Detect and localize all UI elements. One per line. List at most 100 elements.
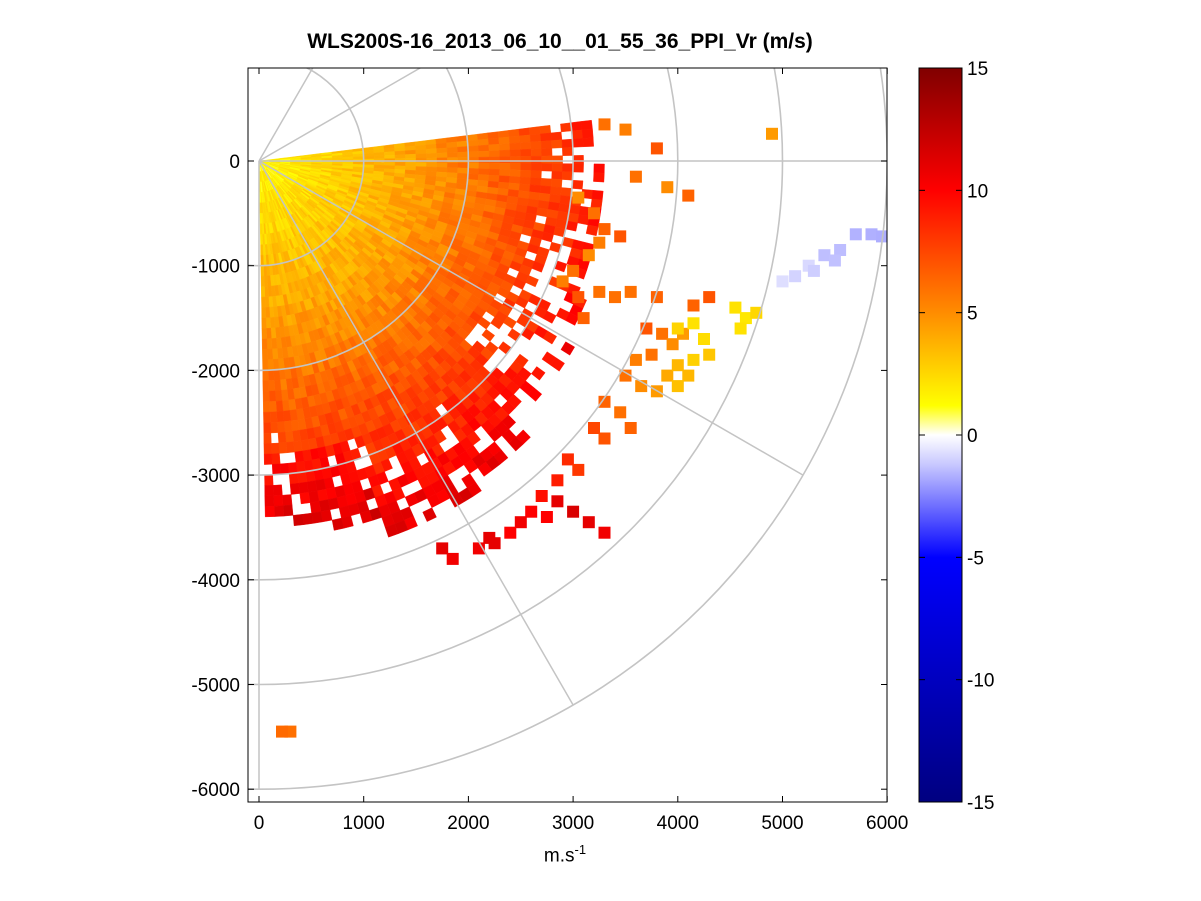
vr-cell — [593, 172, 605, 183]
vr-cell-far — [645, 348, 658, 361]
vr-cell — [478, 156, 490, 164]
vr-cell-far — [593, 285, 606, 298]
vr-cell — [288, 472, 299, 485]
vr-cell — [519, 176, 531, 185]
vr-cell — [263, 443, 273, 455]
vr-cell — [263, 411, 271, 423]
vr-cell-negative — [807, 264, 820, 277]
x-tick-label: 0 — [254, 813, 265, 834]
vr-cell — [529, 177, 542, 186]
vr-cell — [467, 145, 479, 153]
x-tick-label: 6000 — [866, 813, 908, 834]
vr-cell — [447, 152, 459, 158]
vr-cell — [436, 166, 448, 173]
vr-cell — [457, 157, 469, 164]
vr-cell-yellow — [734, 322, 747, 335]
vr-cell-yellow — [729, 301, 742, 314]
vr-cell — [541, 163, 553, 172]
vr-cell-far — [572, 191, 585, 204]
vr-cell — [275, 400, 284, 412]
vr-cell — [487, 131, 499, 140]
vr-cell-far — [561, 453, 574, 466]
vr-cell — [261, 307, 267, 319]
vr-cell — [261, 296, 266, 308]
vr-cell-negative — [849, 228, 862, 241]
vr-cell — [309, 501, 322, 514]
vr-cell — [509, 156, 521, 164]
vr-cell — [435, 142, 448, 149]
vr-cell — [415, 162, 427, 168]
vr-cell-far — [703, 291, 716, 304]
vr-cell — [531, 155, 542, 164]
vr-cell-far — [661, 181, 674, 194]
vr-cell — [530, 141, 542, 150]
vr-cell — [565, 312, 580, 326]
vr-cell — [436, 162, 448, 168]
vr-cell — [274, 379, 282, 392]
vr-cell — [261, 338, 268, 350]
vr-cell-far — [598, 395, 611, 408]
vr-cell — [488, 150, 501, 158]
vr-cell — [457, 167, 469, 175]
vr-cell-far — [656, 327, 669, 340]
vr-cell-isolated — [276, 725, 288, 738]
vr-cell — [415, 153, 427, 159]
vr-cell — [277, 421, 286, 433]
vr-cell — [285, 441, 295, 454]
vr-cell — [577, 214, 590, 226]
vr-cell — [477, 138, 490, 146]
vr-cell — [272, 358, 280, 371]
vr-cell — [540, 132, 552, 142]
vr-cell — [331, 517, 345, 531]
vr-cell-far — [535, 490, 548, 502]
vr-cell-far — [598, 432, 611, 445]
vr-cell — [264, 286, 269, 298]
vr-cell — [404, 149, 417, 155]
x-tick-label: 2000 — [447, 813, 489, 834]
y-tick-label: -1000 — [191, 257, 240, 278]
vr-cell-far — [577, 312, 590, 325]
vr-cell-far — [598, 223, 611, 236]
azimuth-spoke — [258, 68, 314, 162]
vr-cell — [278, 442, 288, 454]
colorbar-tick-label: 10 — [967, 181, 988, 202]
vr-cell — [489, 156, 500, 164]
vr-cell — [384, 161, 396, 167]
vr-cell — [262, 401, 271, 413]
vr-cell-far — [598, 526, 611, 539]
vr-cell — [540, 140, 553, 149]
vr-cell — [467, 139, 479, 147]
vr-cell-far — [629, 170, 642, 183]
vr-cell — [508, 135, 521, 144]
vr-cell — [267, 369, 275, 381]
vr-cell — [373, 155, 385, 160]
vr-cell — [562, 163, 574, 173]
vr-cell — [446, 146, 458, 154]
vr-cell — [298, 481, 309, 494]
vr-cell-far — [682, 189, 695, 202]
vr-cell — [264, 495, 275, 507]
vr-cell — [306, 480, 318, 493]
vr-cell — [572, 163, 584, 173]
vr-cell-negative — [876, 230, 887, 243]
vr-cell — [287, 462, 298, 474]
vr-cell-far — [525, 505, 538, 518]
azimuth-spoke — [258, 160, 804, 476]
vr-cell — [261, 317, 267, 329]
vr-cell — [277, 431, 287, 444]
vr-cell — [540, 178, 552, 187]
vr-cell — [447, 157, 459, 163]
vr-cell — [488, 137, 500, 146]
x-tick-label: 1000 — [343, 813, 385, 834]
vr-cell-yellow — [687, 353, 700, 366]
vr-cell-far — [666, 338, 679, 351]
y-tick-label: 0 — [229, 152, 240, 173]
vr-cell — [266, 338, 273, 350]
vr-cell — [272, 484, 283, 496]
vr-cell-yellow — [698, 333, 710, 345]
vr-cell-far — [661, 369, 674, 382]
vr-cell-far — [582, 516, 595, 529]
vr-cell — [456, 140, 469, 148]
vr-cell — [509, 162, 521, 171]
